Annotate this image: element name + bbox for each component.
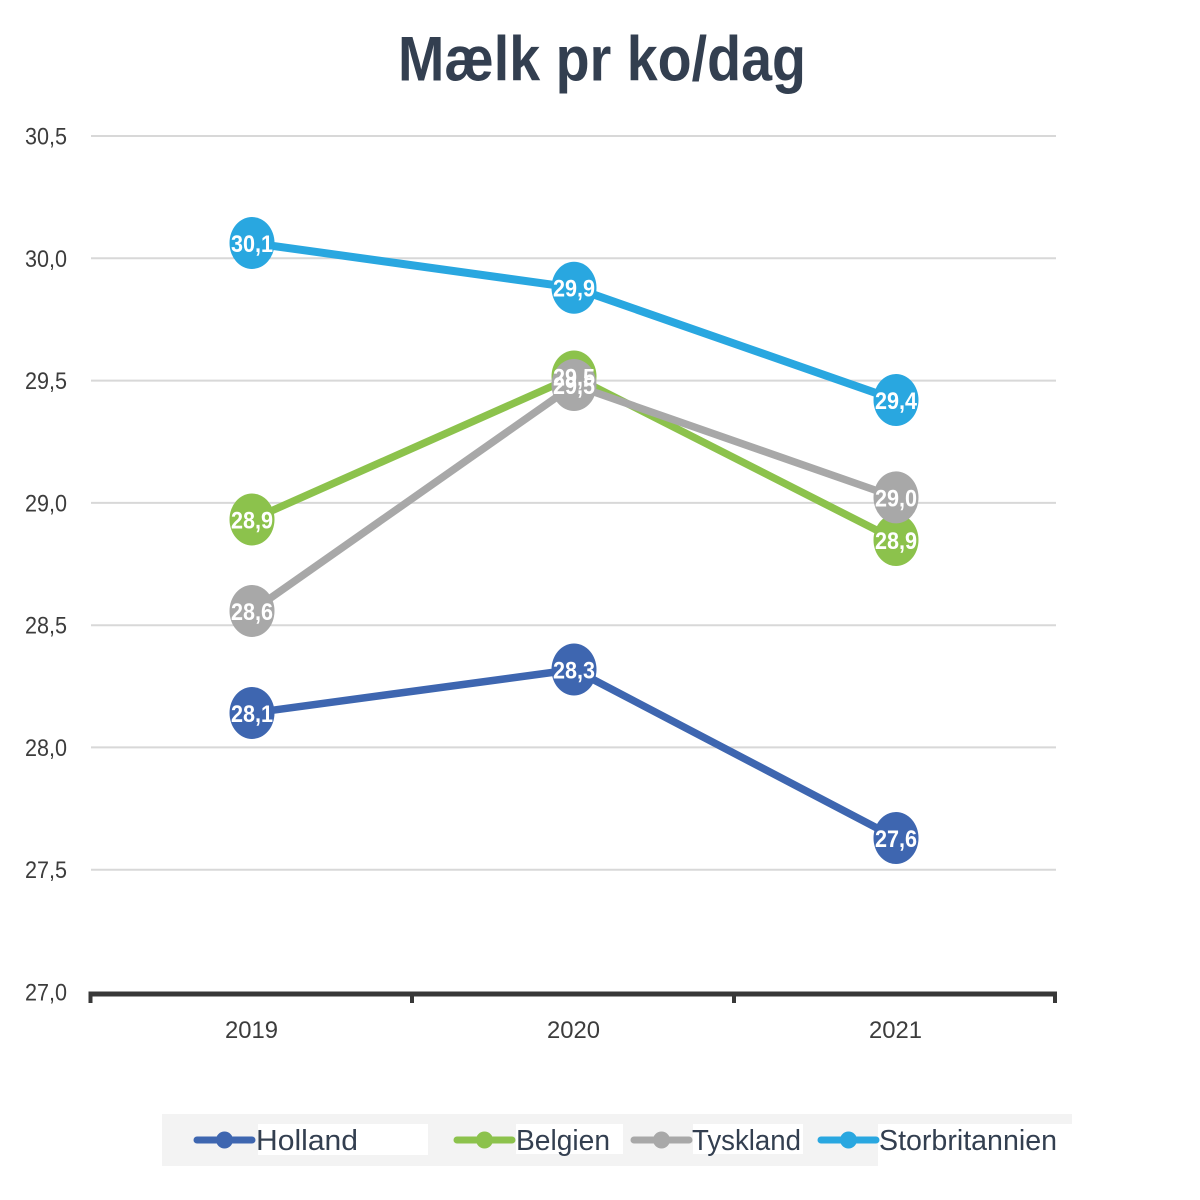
svg-text:2020: 2020	[547, 1017, 600, 1044]
svg-text:28,1: 28,1	[231, 701, 273, 728]
svg-text:28,9: 28,9	[231, 508, 273, 535]
svg-text:29,5: 29,5	[25, 368, 67, 395]
svg-text:29,0: 29,0	[25, 490, 67, 517]
svg-text:27,5: 27,5	[25, 857, 67, 884]
svg-text:2021: 2021	[869, 1017, 922, 1044]
svg-text:29,9: 29,9	[553, 276, 595, 303]
svg-text:30,1: 30,1	[231, 231, 273, 258]
svg-text:28,6: 28,6	[231, 599, 273, 626]
svg-text:27,6: 27,6	[875, 826, 917, 853]
svg-text:28,5: 28,5	[25, 613, 67, 640]
svg-text:29,4: 29,4	[875, 388, 918, 415]
svg-text:Belgien: Belgien	[516, 1125, 610, 1157]
svg-text:Storbritannien: Storbritannien	[879, 1125, 1057, 1157]
svg-text:28,3: 28,3	[553, 658, 595, 685]
svg-text:Holland: Holland	[256, 1125, 358, 1157]
svg-text:30,5: 30,5	[25, 124, 67, 151]
svg-text:29,5: 29,5	[553, 365, 595, 392]
svg-text:2019: 2019	[225, 1017, 278, 1044]
svg-text:29,5: 29,5	[553, 373, 595, 400]
svg-text:29,0: 29,0	[875, 485, 917, 512]
svg-text:28,0: 28,0	[25, 735, 67, 762]
svg-text:Tyskland: Tyskland	[692, 1125, 801, 1157]
svg-text:28,9: 28,9	[875, 528, 917, 555]
svg-text:Mælk pr ko/dag: Mælk pr ko/dag	[398, 25, 806, 95]
svg-text:27,0: 27,0	[25, 980, 67, 1007]
svg-text:30,0: 30,0	[25, 246, 67, 273]
